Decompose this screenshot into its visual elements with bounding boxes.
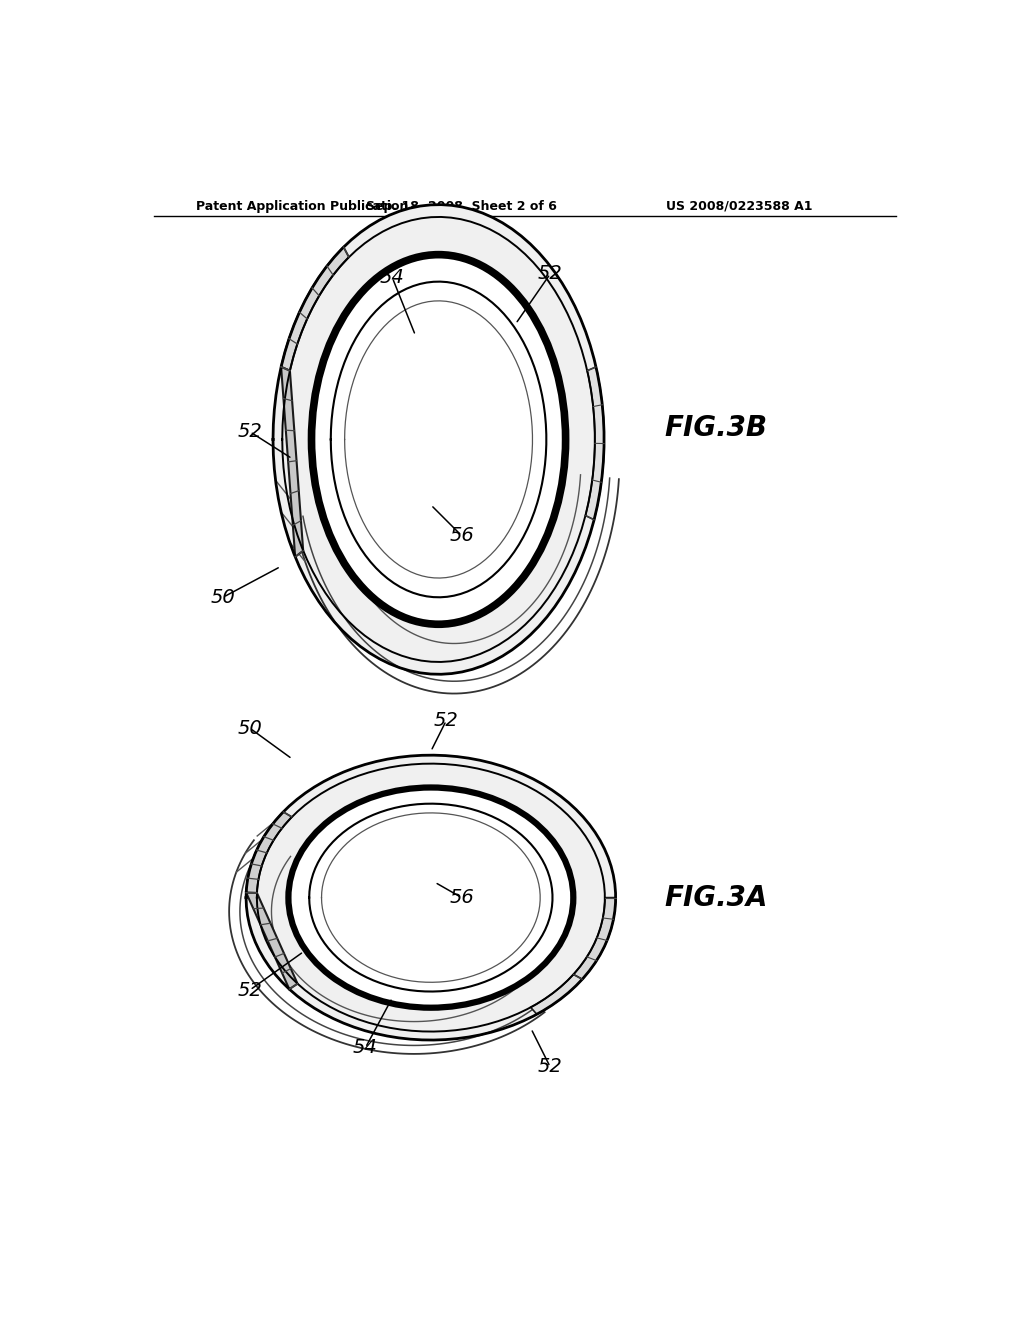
Text: 54: 54 [380, 268, 404, 288]
Text: FIG.3A: FIG.3A [665, 883, 767, 912]
Ellipse shape [273, 205, 604, 675]
Text: Sep. 18, 2008  Sheet 2 of 6: Sep. 18, 2008 Sheet 2 of 6 [367, 199, 557, 213]
Polygon shape [573, 898, 615, 979]
Ellipse shape [246, 755, 615, 1040]
Polygon shape [282, 367, 303, 557]
Text: 52: 52 [538, 1057, 562, 1077]
Text: 52: 52 [538, 264, 562, 284]
Text: 56: 56 [450, 527, 474, 545]
Polygon shape [246, 812, 292, 892]
Ellipse shape [246, 755, 615, 1040]
Text: FIG.3B: FIG.3B [665, 414, 767, 442]
Text: 52: 52 [238, 981, 262, 999]
Polygon shape [530, 974, 583, 1014]
Text: US 2008/0223588 A1: US 2008/0223588 A1 [666, 199, 812, 213]
Text: 50: 50 [211, 587, 236, 607]
Polygon shape [246, 892, 298, 989]
Ellipse shape [273, 205, 604, 675]
Ellipse shape [289, 788, 573, 1007]
Text: Patent Application Publication: Patent Application Publication [196, 199, 409, 213]
Polygon shape [282, 247, 349, 371]
Ellipse shape [311, 255, 565, 624]
Polygon shape [586, 367, 604, 520]
Text: 50: 50 [238, 718, 262, 738]
Text: 52: 52 [434, 711, 459, 730]
Text: 56: 56 [450, 888, 474, 907]
Text: 52: 52 [238, 422, 262, 441]
Text: 54: 54 [353, 1039, 378, 1057]
